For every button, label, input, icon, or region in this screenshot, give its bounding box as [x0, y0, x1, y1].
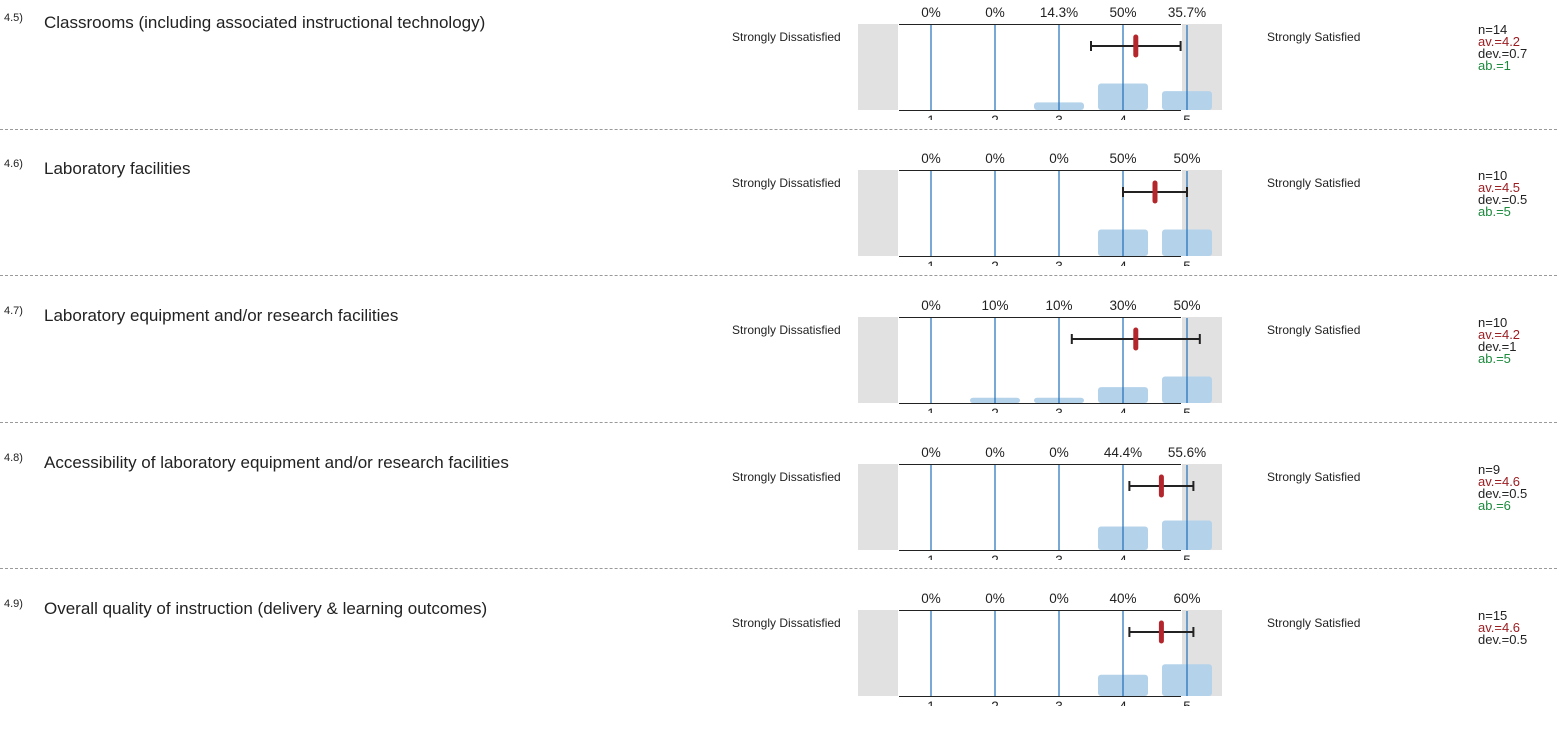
percent-label: 55.6% — [1168, 445, 1206, 460]
stats-block: n=15 av.=4.6 dev.=0.5 — [1478, 610, 1527, 646]
percent-label: 60% — [1173, 591, 1200, 606]
scale-right-label: Strongly Satisfied — [1267, 616, 1360, 630]
tick-label: 5 — [1183, 113, 1191, 120]
tick-label: 5 — [1183, 259, 1191, 266]
question-text: Classrooms (including associated instruc… — [44, 13, 485, 33]
histogram: 0% 0% 0% 44.4% 55.6% 1 2 3 4 5 — [858, 440, 1222, 560]
scale-right-label: Strongly Satisfied — [1267, 470, 1360, 484]
question-row: 4.6) Laboratory facilities Strongly Dissat… — [0, 158, 1557, 304]
stat-abstentions: ab.=5 — [1478, 353, 1520, 365]
scale-right-label: Strongly Satisfied — [1267, 323, 1360, 337]
tick-label: 2 — [991, 406, 999, 413]
question-number: 4.8) — [4, 452, 23, 464]
row-separator — [0, 129, 1557, 130]
tick-label: 2 — [991, 553, 999, 560]
percent-label: 0% — [1049, 591, 1069, 606]
tick-label: 1 — [927, 553, 935, 560]
tick-label: 1 — [927, 259, 935, 266]
tick-label: 3 — [1055, 406, 1063, 413]
percent-label: 50% — [1173, 151, 1200, 166]
scale-left-label: Strongly Dissatisfied — [732, 470, 841, 484]
row-separator — [0, 568, 1557, 569]
percent-label: 35.7% — [1168, 5, 1206, 20]
percent-label: 0% — [921, 298, 941, 313]
histogram: 0% 10% 10% 30% 50% 1 2 3 4 5 — [858, 293, 1222, 413]
tick-label: 5 — [1183, 406, 1191, 413]
question-row: 4.9) Overall quality of instruction (deli… — [0, 598, 1557, 744]
percent-label: 0% — [1049, 445, 1069, 460]
tick-label: 3 — [1055, 699, 1063, 706]
tick-label: 4 — [1119, 259, 1127, 266]
scale-right-label: Strongly Satisfied — [1267, 176, 1360, 190]
percent-label: 0% — [921, 5, 941, 20]
tick-label: 4 — [1119, 699, 1127, 706]
histogram: 0% 0% 14.3% 50% 35.7% 1 2 3 4 5 — [858, 0, 1222, 120]
scale-right-label: Strongly Satisfied — [1267, 30, 1360, 44]
percent-label: 10% — [1045, 298, 1072, 313]
percent-label: 50% — [1109, 151, 1136, 166]
scale-left-label: Strongly Dissatisfied — [732, 30, 841, 44]
side-box-left — [858, 24, 898, 110]
percent-label: 0% — [1049, 151, 1069, 166]
side-box-left — [858, 464, 898, 550]
tick-label: 5 — [1183, 553, 1191, 560]
question-text: Accessibility of laboratory equipment an… — [44, 453, 509, 473]
tick-label: 1 — [927, 113, 935, 120]
tick-label: 4 — [1119, 406, 1127, 413]
histogram: 0% 0% 0% 40% 60% 1 2 3 4 5 — [858, 586, 1222, 706]
question-row: 4.7) Laboratory equipment and/or research… — [0, 305, 1557, 451]
tick-label: 4 — [1119, 553, 1127, 560]
tick-label: 5 — [1183, 699, 1191, 706]
stats-block: n=10 av.=4.5 dev.=0.5 ab.=5 — [1478, 170, 1527, 218]
tick-label: 3 — [1055, 553, 1063, 560]
row-separator — [0, 422, 1557, 423]
percent-label: 0% — [985, 445, 1005, 460]
percent-label: 0% — [985, 591, 1005, 606]
question-row: 4.5) Classrooms (including associated ins… — [0, 12, 1557, 158]
stats-block: n=14 av.=4.2 dev.=0.7 ab.=1 — [1478, 24, 1527, 72]
scale-left-label: Strongly Dissatisfied — [732, 323, 841, 337]
percent-label: 0% — [921, 445, 941, 460]
question-number: 4.7) — [4, 305, 23, 317]
percent-label: 50% — [1109, 5, 1136, 20]
tick-label: 2 — [991, 113, 999, 120]
percent-label: 30% — [1109, 298, 1136, 313]
percent-label: 40% — [1109, 591, 1136, 606]
percent-label: 0% — [921, 591, 941, 606]
question-number: 4.9) — [4, 598, 23, 610]
question-text: Laboratory equipment and/or research fac… — [44, 306, 398, 326]
question-number: 4.5) — [4, 12, 23, 24]
stats-block: n=10 av.=4.2 dev.=1 ab.=5 — [1478, 317, 1520, 365]
scale-left-label: Strongly Dissatisfied — [732, 176, 841, 190]
stat-abstentions: ab.=5 — [1478, 206, 1527, 218]
side-box-left — [858, 317, 898, 403]
stat-deviation: dev.=0.5 — [1478, 634, 1527, 646]
percent-label: 50% — [1173, 298, 1200, 313]
tick-label: 4 — [1119, 113, 1127, 120]
tick-label: 1 — [927, 699, 935, 706]
tick-label: 1 — [927, 406, 935, 413]
percent-label: 0% — [985, 151, 1005, 166]
stat-abstentions: ab.=6 — [1478, 500, 1527, 512]
side-box-left — [858, 610, 898, 696]
question-text: Laboratory facilities — [44, 159, 190, 179]
stat-abstentions: ab.=1 — [1478, 60, 1527, 72]
row-separator — [0, 275, 1557, 276]
question-number: 4.6) — [4, 158, 23, 170]
percent-label: 0% — [985, 5, 1005, 20]
percent-label: 44.4% — [1104, 445, 1142, 460]
percent-label: 14.3% — [1040, 5, 1078, 20]
percent-label: 10% — [981, 298, 1008, 313]
tick-label: 2 — [991, 699, 999, 706]
tick-label: 3 — [1055, 259, 1063, 266]
question-text: Overall quality of instruction (delivery… — [44, 599, 487, 619]
question-row: 4.8) Accessibility of laboratory equipmen… — [0, 452, 1557, 598]
tick-label: 3 — [1055, 113, 1063, 120]
side-box-left — [858, 170, 898, 256]
percent-label: 0% — [921, 151, 941, 166]
scale-left-label: Strongly Dissatisfied — [732, 616, 841, 630]
tick-label: 2 — [991, 259, 999, 266]
histogram: 0% 0% 0% 50% 50% 1 2 3 4 5 — [858, 146, 1222, 266]
stats-block: n=9 av.=4.6 dev.=0.5 ab.=6 — [1478, 464, 1527, 512]
